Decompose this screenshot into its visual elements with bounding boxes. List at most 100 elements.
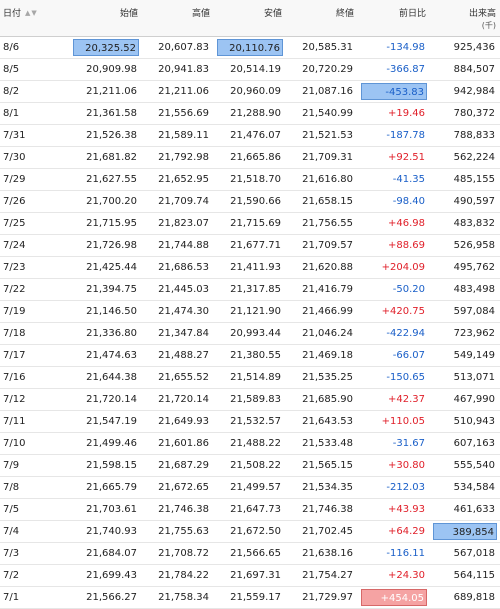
cell-volume: 483,832 xyxy=(430,212,500,235)
cell-open: 21,547.19 xyxy=(70,410,142,433)
cell-volume: 597,084 xyxy=(430,300,500,323)
cell-high: 20,941.83 xyxy=(142,58,214,81)
table-row: 7/8 21,665.79 21,672.65 21,499.57 21,534.35-… xyxy=(0,476,500,499)
cell-high: 21,686.53 xyxy=(142,256,214,279)
header-change[interactable]: 前日比 xyxy=(358,0,430,37)
table-row: 7/5 21,703.61 21,746.38 21,647.73 21,746.38 +… xyxy=(0,498,500,521)
table-row: 7/17 21,474.63 21,488.27 21,380.55 21,469.18… xyxy=(0,344,500,367)
cell-change: -50.20 xyxy=(358,278,430,301)
cell-high: 21,474.30 xyxy=(142,300,214,323)
cell-change: -453.83 xyxy=(358,80,430,103)
cell-date: 7/17 xyxy=(0,344,70,367)
cell-open: 20,325.52 xyxy=(70,36,142,59)
header-high[interactable]: 高値 xyxy=(142,0,214,37)
cell-high: 21,652.95 xyxy=(142,168,214,191)
cell-high: 21,649.93 xyxy=(142,410,214,433)
cell-close: 20,720.29 xyxy=(286,58,358,81)
cell-open: 21,474.63 xyxy=(70,344,142,367)
cell-close: 21,616.80 xyxy=(286,168,358,191)
table-row: 7/4 21,740.93 21,755.63 21,672.50 21,702.45 +… xyxy=(0,520,500,543)
table-row: 7/19 21,146.50 21,474.30 21,121.90 21,466.99… xyxy=(0,300,500,323)
table-row: 7/24 21,726.98 21,744.88 21,677.71 21,709.57… xyxy=(0,234,500,257)
cell-low: 21,121.90 xyxy=(214,300,286,323)
cell-high: 21,601.86 xyxy=(142,432,214,455)
header-low[interactable]: 安値 xyxy=(214,0,286,37)
cell-volume: 389,854 xyxy=(430,520,500,543)
table-row: 7/22 21,394.75 21,445.03 21,317.85 21,416.79… xyxy=(0,278,500,301)
header-close[interactable]: 終値 xyxy=(286,0,358,37)
cell-open: 21,146.50 xyxy=(70,300,142,323)
cell-volume: 555,540 xyxy=(430,454,500,477)
cell-date: 7/18 xyxy=(0,322,70,345)
cell-volume: 526,958 xyxy=(430,234,500,257)
table-header-row: 日付 ▲▼ 始値 高値 安値 終値 前日比 出来高 (千) xyxy=(0,0,500,37)
cell-volume: 689,818 xyxy=(430,586,500,609)
cell-volume: 510,943 xyxy=(430,410,500,433)
cell-date: 7/8 xyxy=(0,476,70,499)
cell-high: 21,556.69 xyxy=(142,102,214,125)
table-row: 7/12 21,720.14 21,720.14 21,589.83 21,685.90… xyxy=(0,388,500,411)
cell-change: -366.87 xyxy=(358,58,430,81)
cell-change: +454.05 xyxy=(358,586,430,609)
cell-volume: 780,372 xyxy=(430,102,500,125)
cell-volume: 567,018 xyxy=(430,542,500,565)
cell-change: +420.75 xyxy=(358,300,430,323)
cell-low: 21,514.89 xyxy=(214,366,286,389)
cell-high: 21,758.34 xyxy=(142,586,214,609)
cell-open: 21,361.58 xyxy=(70,102,142,125)
cell-high: 21,709.74 xyxy=(142,190,214,213)
cell-date: 8/5 xyxy=(0,58,70,81)
header-open[interactable]: 始値 xyxy=(70,0,142,37)
cell-change: +204.09 xyxy=(358,256,430,279)
cell-close: 21,565.15 xyxy=(286,454,358,477)
cell-open: 21,394.75 xyxy=(70,278,142,301)
cell-open: 20,909.98 xyxy=(70,58,142,81)
cell-change: +24.30 xyxy=(358,564,430,587)
header-volume[interactable]: 出来高 (千) xyxy=(430,0,500,37)
sort-icon[interactable]: ▲▼ xyxy=(25,9,38,17)
cell-volume: 483,498 xyxy=(430,278,500,301)
cell-open: 21,703.61 xyxy=(70,498,142,521)
cell-low: 20,960.09 xyxy=(214,80,286,103)
cell-close: 21,754.27 xyxy=(286,564,358,587)
cell-close: 21,729.97 xyxy=(286,586,358,609)
cell-volume: 485,155 xyxy=(430,168,500,191)
cell-close: 21,709.57 xyxy=(286,234,358,257)
cell-high: 20,607.83 xyxy=(142,36,214,59)
cell-volume: 467,990 xyxy=(430,388,500,411)
cell-open: 21,681.82 xyxy=(70,146,142,169)
cell-high: 21,792.98 xyxy=(142,146,214,169)
cell-date: 7/10 xyxy=(0,432,70,455)
cell-volume: 925,436 xyxy=(430,36,500,59)
cell-change: -134.98 xyxy=(358,36,430,59)
cell-date: 8/1 xyxy=(0,102,70,125)
cell-low: 21,288.90 xyxy=(214,102,286,125)
table-row: 7/30 21,681.82 21,792.98 21,665.86 21,709.31… xyxy=(0,146,500,169)
cell-close: 21,416.79 xyxy=(286,278,358,301)
table-row: 7/26 21,700.20 21,709.74 21,590.66 21,658.15… xyxy=(0,190,500,213)
cell-close: 21,521.53 xyxy=(286,124,358,147)
cell-close: 21,746.38 xyxy=(286,498,358,521)
table-row: 7/10 21,499.46 21,601.86 21,488.22 21,533.48… xyxy=(0,432,500,455)
table-row: 7/3 21,684.07 21,708.72 21,566.65 21,638.16-… xyxy=(0,542,500,565)
cell-date: 8/2 xyxy=(0,80,70,103)
cell-low: 21,488.22 xyxy=(214,432,286,455)
cell-low: 21,677.71 xyxy=(214,234,286,257)
cell-volume: 490,597 xyxy=(430,190,500,213)
cell-close: 21,087.16 xyxy=(286,80,358,103)
cell-change: -187.78 xyxy=(358,124,430,147)
cell-close: 21,534.35 xyxy=(286,476,358,499)
cell-change: +42.37 xyxy=(358,388,430,411)
header-date[interactable]: 日付 ▲▼ xyxy=(0,0,70,37)
cell-change: +19.46 xyxy=(358,102,430,125)
cell-date: 7/25 xyxy=(0,212,70,235)
cell-date: 7/11 xyxy=(0,410,70,433)
cell-high: 21,488.27 xyxy=(142,344,214,367)
cell-open: 21,425.44 xyxy=(70,256,142,279)
cell-high: 21,755.63 xyxy=(142,520,214,543)
cell-close: 21,535.25 xyxy=(286,366,358,389)
cell-high: 21,784.22 xyxy=(142,564,214,587)
cell-high: 21,672.65 xyxy=(142,476,214,499)
cell-change: -31.67 xyxy=(358,432,430,455)
table-row: 8/2 21,211.06 21,211.06 20,960.09 21,087.16-… xyxy=(0,80,500,103)
